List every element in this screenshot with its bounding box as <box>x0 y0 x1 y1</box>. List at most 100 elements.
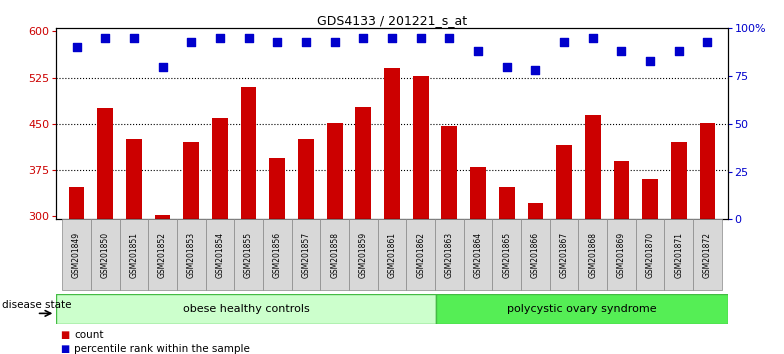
Bar <box>384 68 400 354</box>
Point <box>557 39 570 45</box>
Bar <box>528 203 543 354</box>
Bar <box>62 219 91 290</box>
Text: GSM201863: GSM201863 <box>445 232 454 278</box>
Bar <box>499 187 514 354</box>
Bar <box>355 107 371 354</box>
Text: GSM201851: GSM201851 <box>129 232 139 278</box>
Text: GSM201852: GSM201852 <box>158 232 167 278</box>
Bar <box>119 219 148 290</box>
Bar <box>154 215 170 354</box>
Point <box>328 39 341 45</box>
Bar <box>183 142 199 354</box>
Bar <box>614 161 630 354</box>
Point <box>128 35 140 41</box>
Bar <box>406 219 435 290</box>
Bar <box>521 219 550 290</box>
Point <box>386 35 398 41</box>
Bar <box>642 179 658 354</box>
Point <box>99 35 111 41</box>
Bar <box>91 219 119 290</box>
Bar <box>263 219 292 290</box>
Text: GSM201868: GSM201868 <box>588 232 597 278</box>
Text: GSM201853: GSM201853 <box>187 232 196 278</box>
Text: GSM201856: GSM201856 <box>273 232 281 278</box>
Bar <box>234 219 263 290</box>
Point <box>500 64 513 69</box>
Text: count: count <box>74 330 104 339</box>
Text: GSM201857: GSM201857 <box>302 232 310 278</box>
Bar <box>378 219 406 290</box>
Text: ■: ■ <box>60 330 70 339</box>
Bar <box>298 139 314 354</box>
FancyBboxPatch shape <box>56 294 436 324</box>
Point <box>156 64 169 69</box>
Bar <box>292 219 321 290</box>
Bar <box>69 187 85 354</box>
Point <box>586 35 599 41</box>
Point <box>271 39 284 45</box>
Point <box>644 58 656 64</box>
Bar <box>693 219 722 290</box>
Bar <box>349 219 378 290</box>
Text: GSM201855: GSM201855 <box>244 232 253 278</box>
Text: GSM201869: GSM201869 <box>617 232 626 278</box>
Point <box>214 35 227 41</box>
Title: GDS4133 / 201221_s_at: GDS4133 / 201221_s_at <box>317 14 467 27</box>
Text: GSM201867: GSM201867 <box>560 232 568 278</box>
Bar <box>413 76 429 354</box>
Text: GSM201872: GSM201872 <box>703 232 712 278</box>
Point <box>242 35 255 41</box>
Text: GSM201862: GSM201862 <box>416 232 425 278</box>
Bar <box>579 219 607 290</box>
Text: GSM201850: GSM201850 <box>100 232 110 278</box>
Bar <box>699 123 715 354</box>
Text: polycystic ovary syndrome: polycystic ovary syndrome <box>506 304 656 314</box>
Bar <box>126 139 142 354</box>
Text: GSM201854: GSM201854 <box>216 232 224 278</box>
Point <box>443 35 456 41</box>
Bar <box>441 126 457 354</box>
Point <box>472 48 485 54</box>
Bar <box>636 219 665 290</box>
Point <box>529 68 542 73</box>
Text: GSM201870: GSM201870 <box>645 232 655 278</box>
Bar <box>550 219 579 290</box>
Text: GSM201865: GSM201865 <box>503 232 511 278</box>
Bar <box>607 219 636 290</box>
Text: GSM201871: GSM201871 <box>674 232 684 278</box>
Point <box>701 39 713 45</box>
Point <box>71 45 83 50</box>
Point <box>299 39 312 45</box>
Bar <box>463 219 492 290</box>
Point <box>357 35 369 41</box>
Bar <box>671 142 687 354</box>
Point <box>185 39 198 45</box>
Point <box>673 48 685 54</box>
FancyBboxPatch shape <box>436 294 728 324</box>
Text: obese healthy controls: obese healthy controls <box>183 304 310 314</box>
Bar <box>177 219 205 290</box>
Text: GSM201858: GSM201858 <box>330 232 339 278</box>
Point <box>415 35 427 41</box>
Text: GSM201859: GSM201859 <box>359 232 368 278</box>
Text: GSM201849: GSM201849 <box>72 232 81 278</box>
Bar <box>212 118 228 354</box>
Bar <box>435 219 463 290</box>
Bar <box>97 108 113 354</box>
Text: GSM201866: GSM201866 <box>531 232 540 278</box>
Text: percentile rank within the sample: percentile rank within the sample <box>74 344 250 354</box>
Text: GSM201861: GSM201861 <box>387 232 397 278</box>
Bar <box>665 219 693 290</box>
Bar <box>470 167 486 354</box>
Text: GSM201864: GSM201864 <box>474 232 482 278</box>
Bar <box>492 219 521 290</box>
Point <box>615 48 628 54</box>
Bar <box>327 123 343 354</box>
Bar <box>556 145 572 354</box>
Text: disease state: disease state <box>2 300 71 310</box>
Bar <box>270 158 285 354</box>
Bar <box>585 115 601 354</box>
Bar <box>148 219 177 290</box>
Bar <box>321 219 349 290</box>
Bar <box>205 219 234 290</box>
